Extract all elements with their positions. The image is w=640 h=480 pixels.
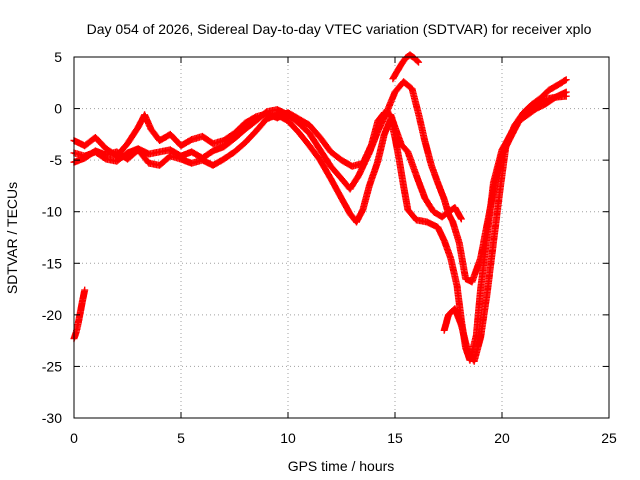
sdtvar-track-f-markers xyxy=(70,286,89,343)
y-tick-label: 0 xyxy=(54,101,62,117)
axis-ticks: 0 5 10 15 20 25 -30 -25 -20 -15 -10 -5 0 5 xyxy=(42,49,617,446)
y-tick-label: -10 xyxy=(42,204,62,220)
x-tick-label: 5 xyxy=(177,430,185,446)
plot-border xyxy=(73,56,610,419)
y-tick-label: -5 xyxy=(50,152,63,168)
sdtvar-track-f xyxy=(70,286,89,343)
sdtvar-track-d xyxy=(440,76,570,365)
y-tick-label: -20 xyxy=(42,307,62,323)
x-tick-label: 10 xyxy=(280,430,296,446)
x-tick-label: 20 xyxy=(494,430,510,446)
y-tick-label: -25 xyxy=(42,358,62,374)
x-tick-label: 25 xyxy=(601,430,617,446)
x-tick-label: 15 xyxy=(387,430,403,446)
chart-title: Day 054 of 2026, Sidereal Day-to-day VTE… xyxy=(87,21,592,37)
y-tick-label: -30 xyxy=(42,410,62,426)
y-tick-label: -15 xyxy=(42,255,62,271)
sdtvar-track-e xyxy=(389,51,423,83)
y-tick-label: 5 xyxy=(54,49,62,65)
x-tick-label: 0 xyxy=(70,430,78,446)
sdtvar-track-d-markers xyxy=(440,76,570,365)
sdtvar-track-e-markers xyxy=(389,51,423,83)
x-axis-label: GPS time / hours xyxy=(288,458,395,474)
data-series xyxy=(70,51,570,365)
y-axis-label: SDTVAR / TECUs xyxy=(4,182,20,294)
